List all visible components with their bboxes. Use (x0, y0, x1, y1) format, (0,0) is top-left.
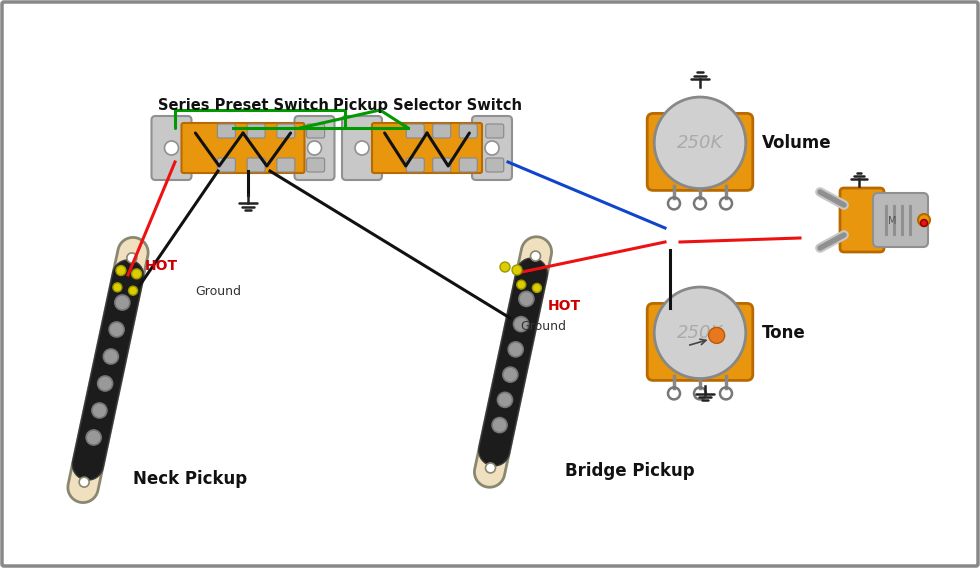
Polygon shape (73, 260, 144, 480)
Text: Pickup Selector Switch: Pickup Selector Switch (332, 98, 521, 113)
FancyBboxPatch shape (247, 158, 266, 172)
Circle shape (79, 477, 89, 487)
FancyBboxPatch shape (307, 158, 324, 172)
FancyBboxPatch shape (472, 116, 512, 180)
Circle shape (165, 141, 178, 155)
FancyBboxPatch shape (152, 116, 191, 180)
Text: HOT: HOT (548, 299, 581, 313)
Circle shape (92, 403, 107, 418)
Circle shape (512, 265, 522, 275)
Circle shape (492, 417, 507, 433)
Text: Volume: Volume (762, 134, 832, 152)
FancyBboxPatch shape (181, 123, 305, 173)
FancyBboxPatch shape (647, 114, 753, 190)
Circle shape (709, 327, 724, 344)
Circle shape (485, 141, 499, 155)
FancyBboxPatch shape (647, 303, 753, 381)
FancyBboxPatch shape (277, 158, 295, 172)
Circle shape (918, 214, 930, 226)
Circle shape (115, 295, 129, 310)
Circle shape (500, 262, 510, 272)
Text: Series Preset Switch: Series Preset Switch (158, 98, 328, 113)
Text: Bridge Pickup: Bridge Pickup (565, 462, 695, 480)
Text: M: M (888, 216, 897, 226)
Text: Ground: Ground (195, 285, 241, 298)
Text: Neck Pickup: Neck Pickup (133, 470, 247, 488)
FancyBboxPatch shape (342, 116, 382, 180)
Circle shape (655, 287, 746, 378)
Circle shape (516, 280, 525, 289)
FancyBboxPatch shape (460, 158, 477, 172)
FancyBboxPatch shape (307, 124, 324, 138)
FancyBboxPatch shape (247, 124, 266, 138)
Circle shape (308, 141, 321, 155)
FancyBboxPatch shape (873, 193, 928, 247)
FancyBboxPatch shape (433, 124, 451, 138)
Circle shape (109, 322, 124, 337)
Polygon shape (474, 237, 552, 487)
Polygon shape (478, 258, 548, 466)
Text: 250K: 250K (677, 134, 723, 152)
Circle shape (116, 265, 126, 275)
Circle shape (113, 283, 122, 292)
Text: Ground: Ground (520, 320, 566, 333)
FancyBboxPatch shape (277, 124, 295, 138)
Circle shape (655, 97, 746, 189)
Circle shape (103, 349, 119, 364)
FancyBboxPatch shape (218, 124, 235, 138)
Circle shape (485, 463, 496, 473)
FancyBboxPatch shape (218, 158, 235, 172)
Circle shape (509, 342, 523, 357)
Circle shape (126, 253, 137, 263)
Circle shape (530, 251, 541, 261)
FancyBboxPatch shape (295, 116, 334, 180)
Circle shape (503, 367, 517, 382)
Circle shape (532, 283, 541, 293)
FancyBboxPatch shape (407, 158, 424, 172)
Circle shape (920, 219, 927, 227)
Circle shape (131, 269, 142, 279)
Text: 250K: 250K (677, 324, 723, 342)
Circle shape (519, 291, 534, 306)
FancyBboxPatch shape (486, 158, 504, 172)
FancyBboxPatch shape (486, 124, 504, 138)
Circle shape (498, 392, 513, 407)
Circle shape (355, 141, 369, 155)
FancyBboxPatch shape (372, 123, 482, 173)
Circle shape (86, 430, 101, 445)
FancyBboxPatch shape (407, 124, 424, 138)
Text: Tone: Tone (762, 324, 806, 342)
Circle shape (128, 286, 137, 295)
FancyBboxPatch shape (840, 188, 884, 252)
Text: HOT: HOT (145, 259, 178, 273)
Polygon shape (68, 237, 148, 503)
FancyBboxPatch shape (460, 124, 477, 138)
Circle shape (514, 316, 528, 332)
FancyBboxPatch shape (433, 158, 451, 172)
Circle shape (98, 376, 113, 391)
